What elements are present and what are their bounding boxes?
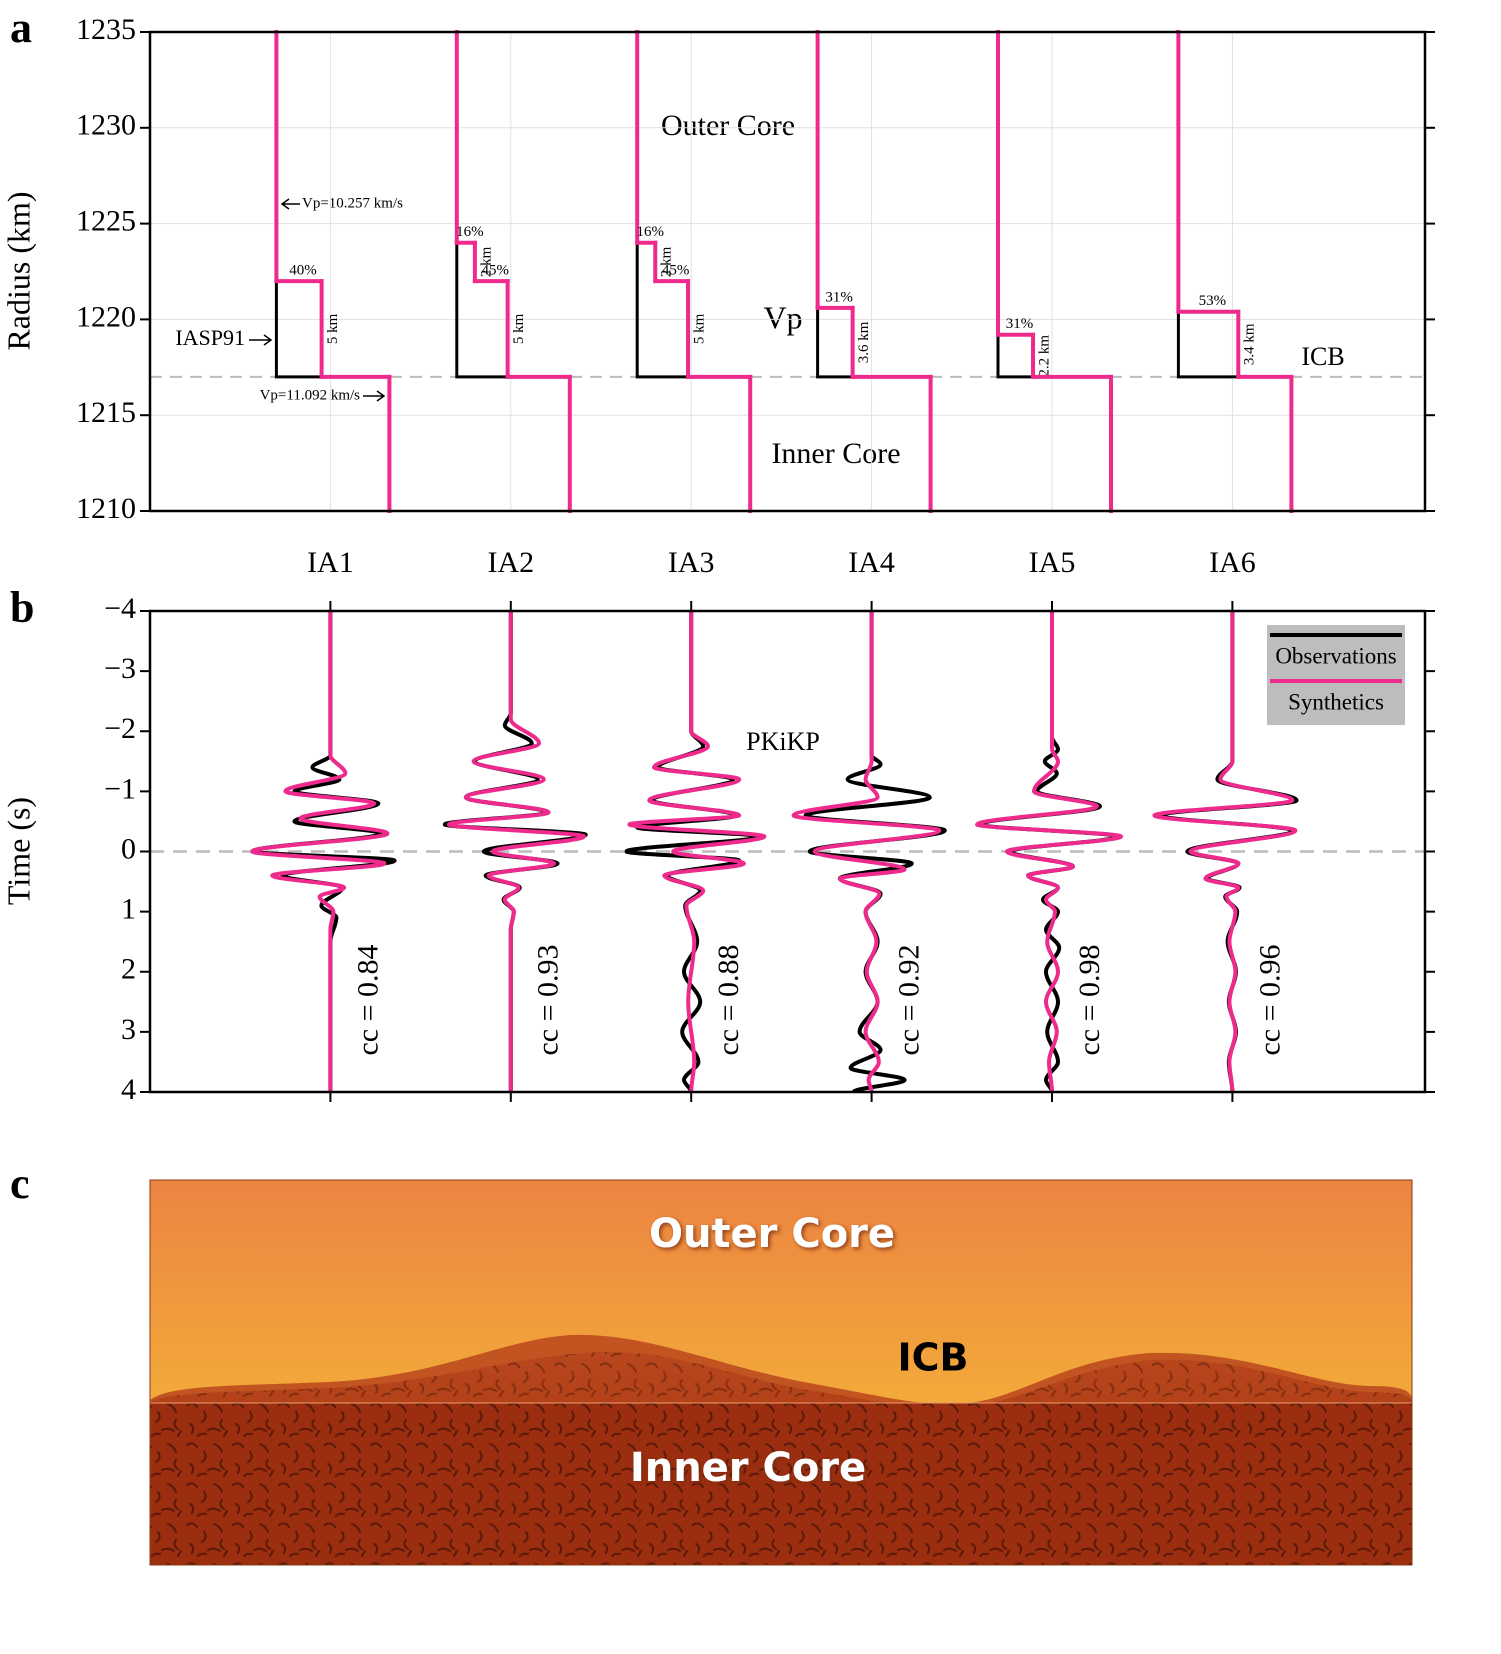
annotation: Inner Core <box>771 437 900 470</box>
cc-label: cc = 0.96 <box>1253 944 1286 1055</box>
thickness-label: 5 km <box>691 313 707 344</box>
legend-box <box>1267 625 1405 725</box>
thickness-label: 3.4 km <box>1242 323 1258 365</box>
illustration-label: Outer Core <box>649 1211 895 1257</box>
cc-label: cc = 0.88 <box>712 944 745 1055</box>
category-label: IA5 <box>1029 546 1076 579</box>
axes-frame <box>148 30 1427 513</box>
percent-label: 16% <box>636 224 664 240</box>
category-label: IA2 <box>487 546 534 579</box>
annotation: PKiKP <box>746 727 820 756</box>
axes-frame <box>148 609 1427 1094</box>
y-tick-label: 1230 <box>76 109 136 142</box>
percent-label: 31% <box>825 289 853 305</box>
y-tick-label: 0 <box>121 832 136 865</box>
legend: Observations Synthetics <box>1267 625 1405 725</box>
category-label: IA3 <box>668 546 715 579</box>
category-label: IA1 <box>307 546 354 579</box>
illustration-label: Inner Core <box>630 1445 866 1491</box>
waveform-trace <box>627 610 767 1093</box>
thickness-label: 5 km <box>511 313 527 344</box>
y-tick-label: −1 <box>104 772 136 805</box>
thickness-label: 3.6 km <box>856 321 872 363</box>
cc-label: cc = 0.98 <box>1073 944 1106 1055</box>
y-axis-label: Time (s) <box>0 797 36 905</box>
annotation: Vp <box>763 299 802 335</box>
arrow <box>280 198 300 210</box>
annotation: Outer Core <box>661 109 795 142</box>
category-label: IA6 <box>1209 546 1256 579</box>
y-tick-label: −2 <box>104 712 136 745</box>
y-tick-label: 1 <box>121 893 136 926</box>
inner-core-texture <box>150 1403 1412 1565</box>
percent-label: 45% <box>482 263 510 279</box>
y-axis-label: Radius (km) <box>0 191 36 350</box>
legend-label: Observations <box>1275 643 1396 668</box>
thickness-label: 5 km <box>325 313 341 344</box>
waveform-trace <box>447 610 586 1092</box>
cc-label: cc = 0.92 <box>892 944 925 1055</box>
panel-frame <box>149 1179 1413 1566</box>
cc-label: cc = 0.93 <box>532 944 565 1055</box>
core-illustration: Outer Core ICB Inner Core <box>149 1179 1413 1566</box>
panel-label: c <box>10 1159 30 1208</box>
cc-label: cc = 0.84 <box>351 944 384 1055</box>
reference-profile <box>1176 32 1293 511</box>
y-tick-label: 1215 <box>76 396 136 429</box>
waveform-trace <box>250 610 390 1092</box>
panel-label: a <box>10 3 32 52</box>
percent-label: 40% <box>289 263 317 279</box>
arrow <box>363 390 386 402</box>
waveform-trace <box>1152 610 1298 1093</box>
thickness-label: 2.2 km <box>1036 335 1052 377</box>
y-tick-label: −3 <box>104 652 136 685</box>
percent-label: 16% <box>456 224 484 240</box>
y-tick-label: −4 <box>104 592 136 625</box>
reference-label: IASP91 <box>175 325 245 350</box>
y-tick-label: 3 <box>121 1013 136 1046</box>
waveform-trace <box>975 611 1123 1093</box>
thickness-label: 2 km <box>478 246 494 277</box>
panel-label: b <box>10 583 34 632</box>
percent-label: 53% <box>1199 293 1227 309</box>
y-tick-label: 1210 <box>76 492 136 525</box>
legend-label: Synthetics <box>1288 689 1384 714</box>
vp-inner-label: Vp=11.092 km/s <box>260 387 361 403</box>
reference-profile <box>996 32 1113 511</box>
percent-label: 45% <box>662 263 690 279</box>
category-label: IA4 <box>848 546 895 579</box>
y-tick-label: 4 <box>121 1073 136 1106</box>
waveform-trace <box>791 611 942 1093</box>
icb-label: ICB <box>1301 342 1344 371</box>
illustration-label: ICB <box>898 1336 969 1380</box>
y-tick-label: 2 <box>121 953 136 986</box>
y-tick-label: 1220 <box>76 300 136 333</box>
thickness-label: 2 km <box>659 246 675 277</box>
vp-outer-label: Vp=10.257 km/s <box>302 195 403 211</box>
y-tick-label: 1225 <box>76 204 136 237</box>
arrow <box>249 334 273 346</box>
y-tick-label: 1235 <box>76 13 136 46</box>
percent-label: 31% <box>1006 316 1034 332</box>
